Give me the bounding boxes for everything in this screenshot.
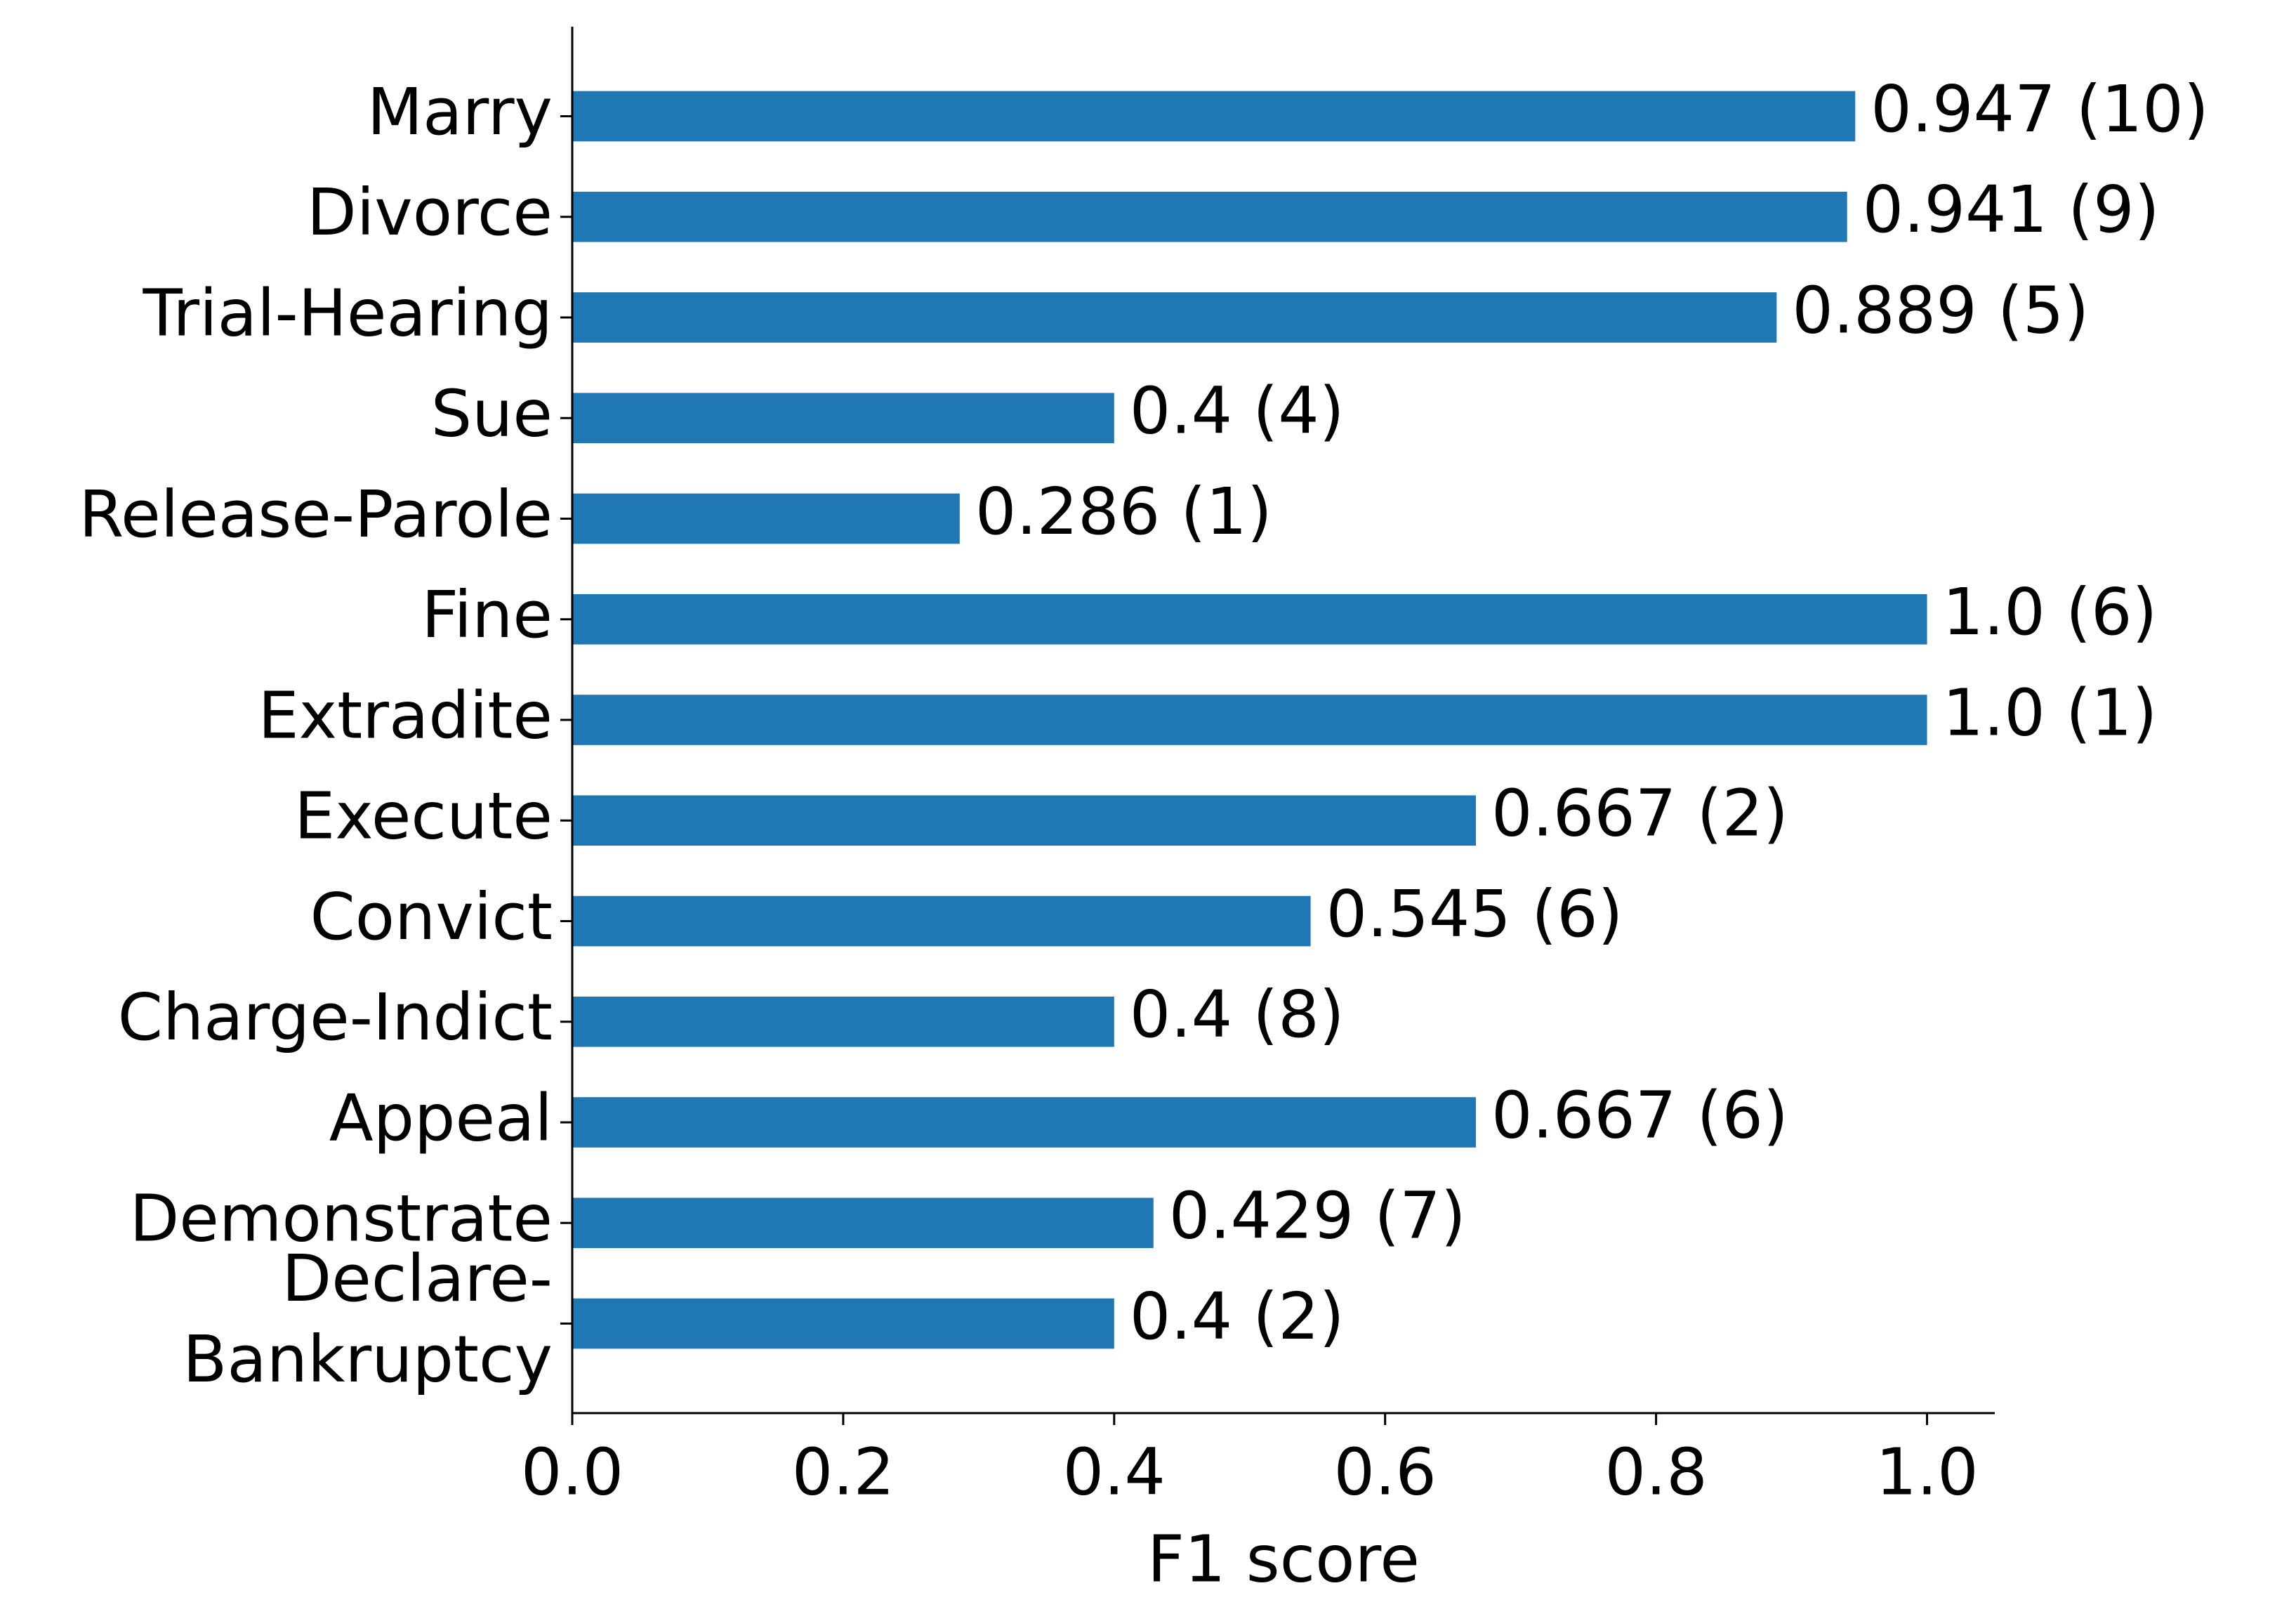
y-tick-label: Fine	[421, 577, 553, 652]
bar	[572, 996, 1114, 1047]
value-label: 1.0 (1)	[1943, 675, 2158, 750]
y-tick-label: Extradite	[258, 678, 553, 753]
y-tick-label: Sue	[431, 376, 553, 452]
bar	[572, 895, 1311, 947]
y-tick-label: Marry	[367, 74, 553, 150]
value-label: 0.667 (2)	[1491, 776, 1788, 851]
y-tick-label: Appeal	[329, 1080, 553, 1155]
value-label: 0.286 (1)	[975, 474, 1272, 549]
y-tick-label: Convict	[310, 879, 553, 954]
value-label: 0.941 (9)	[1863, 172, 2160, 247]
bar	[572, 91, 1856, 142]
value-label: 0.889 (5)	[1792, 273, 2089, 348]
bar	[572, 1298, 1114, 1349]
bar	[572, 493, 960, 544]
value-label: 1.0 (6)	[1943, 575, 2158, 650]
y-tick-label: Execute	[294, 779, 553, 854]
x-tick-label: 0.0	[521, 1434, 624, 1509]
value-label: 0.4 (2)	[1130, 1279, 1345, 1354]
bar	[572, 593, 1927, 645]
x-tick-label: 1.0	[1875, 1434, 1978, 1509]
bar	[572, 1097, 1476, 1148]
bar	[572, 695, 1927, 745]
value-label: 0.4 (4)	[1130, 374, 1345, 449]
value-label: 0.4 (8)	[1130, 977, 1345, 1052]
value-label: 0.545 (6)	[1326, 877, 1623, 952]
x-axis-label: F1 score	[1147, 1521, 1420, 1596]
bar	[572, 393, 1114, 444]
x-tick-label: 0.4	[1063, 1434, 1166, 1509]
value-label: 0.667 (6)	[1491, 1077, 1788, 1153]
y-tick-label: Release-Parole	[79, 477, 553, 552]
x-tick-label: 0.6	[1334, 1434, 1437, 1509]
value-label: 0.429 (7)	[1169, 1179, 1466, 1254]
bar	[572, 191, 1847, 242]
y-tick-label: Charge-Indict	[118, 980, 553, 1055]
bar	[572, 795, 1476, 846]
x-tick-label: 0.2	[792, 1434, 895, 1509]
y-tick-label: Declare- Bankruptcy	[162, 1241, 553, 1397]
y-tick-label: Trial-Hearing	[143, 275, 553, 350]
y-tick-label: Demonstrate	[129, 1181, 553, 1256]
value-label: 0.947 (10)	[1871, 72, 2208, 147]
x-tick-label: 0.8	[1604, 1434, 1707, 1509]
y-tick-label: Divorce	[307, 175, 553, 250]
bar	[572, 292, 1777, 343]
bar	[572, 1197, 1154, 1249]
